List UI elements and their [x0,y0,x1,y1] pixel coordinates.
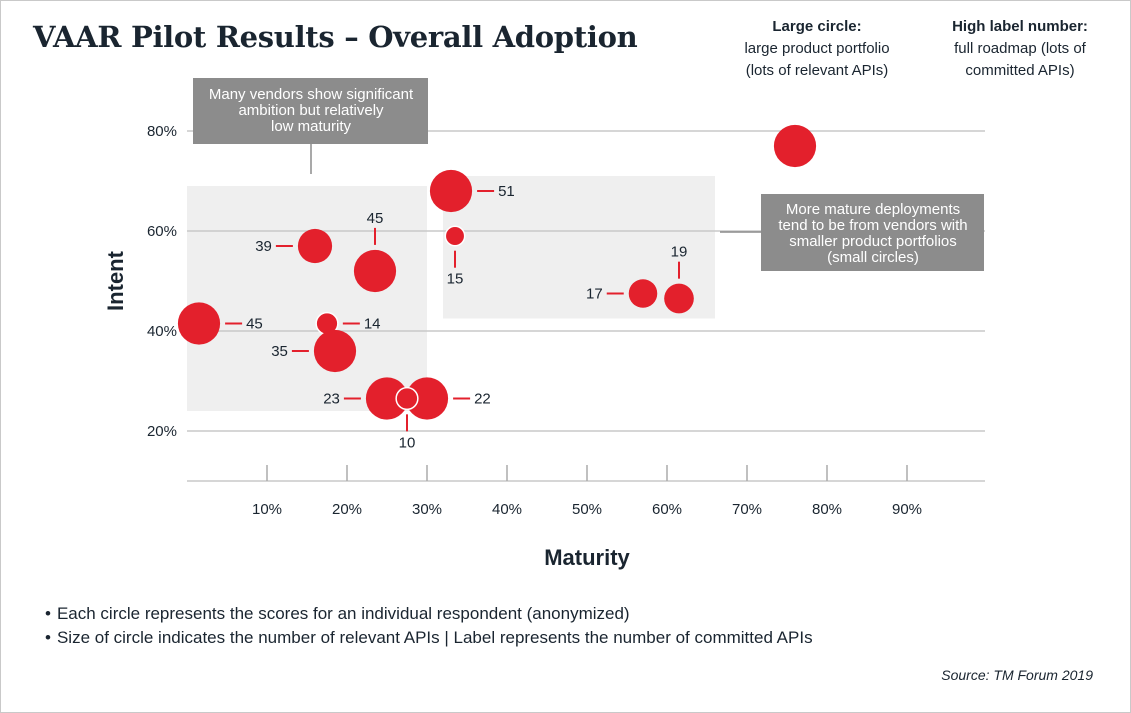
y-axis-title: Intent [103,250,128,311]
source-credit: Source: TM Forum 2019 [941,667,1093,683]
y-tick-label: 80% [147,123,177,140]
bubble-label: 14 [364,316,381,333]
bubble-point [365,377,409,420]
size-legend-text: large product portfolio (lots of relevan… [744,40,890,79]
bubble-point [177,302,221,345]
low-maturity-region [187,186,427,411]
bubble-point [664,283,694,314]
size-legend: Large circle: large product portfolio (l… [717,16,917,82]
mature-deployments-callout-box [761,194,984,271]
bubble-label: 35 [271,343,288,360]
y-tick-label: 20% [147,423,177,440]
x-tick-label: 60% [652,501,682,518]
x-tick-label: 50% [572,501,602,518]
footnote-1: Each circle represents the scores for an… [45,602,813,626]
bubble-label: 51 [498,183,515,200]
footnotes: Each circle represents the scores for an… [45,602,813,650]
x-tick-label: 80% [812,501,842,518]
label-legend: High label number: full roadmap (lots of… [940,16,1100,82]
x-tick-label: 90% [892,501,922,518]
low-maturity-callout-text: Many vendors show significant ambition bu… [209,86,414,135]
x-tick-label: 10% [252,501,282,518]
chart-title: VAAR Pilot Results – Overall Adoption [33,20,638,54]
bubble-point [773,124,817,168]
bubble-label: 22 [474,391,491,408]
size-legend-heading: Large circle: [772,18,862,35]
bubble-label: 15 [447,271,464,288]
label-legend-heading: High label number: [952,18,1088,35]
bubble-label: 45 [246,316,263,333]
bubble-point [297,228,333,264]
bubble-label: 17 [586,286,603,303]
bubble-label: 39 [255,238,272,255]
label-legend-text: full roadmap (lots of committed APIs) [954,40,1086,79]
y-tick-label: 40% [147,323,177,340]
bubble-point [628,279,658,308]
x-tick-label: 30% [412,501,442,518]
bubble-point [444,225,466,247]
bubble-point [395,386,419,411]
mature-deployments-callout-text: More mature deployments tend to be from v… [778,201,967,266]
bubble-point [353,249,397,293]
bubble-label: 23 [323,391,340,408]
bubble-point [405,377,449,420]
low-maturity-callout-box [193,78,428,144]
footnote-2: Size of circle indicates the number of r… [45,626,813,650]
x-tick-label: 70% [732,501,762,518]
bubble-label: 19 [671,244,688,261]
bubble-label: 10 [399,434,416,451]
x-axis-title: Maturity [544,545,630,570]
bubble-label: 45 [367,210,384,227]
x-tick-label: 20% [332,501,362,518]
bubble-point [313,329,357,373]
x-tick-label: 40% [492,501,522,518]
y-tick-label: 60% [147,223,177,240]
bubble-point [429,169,473,213]
